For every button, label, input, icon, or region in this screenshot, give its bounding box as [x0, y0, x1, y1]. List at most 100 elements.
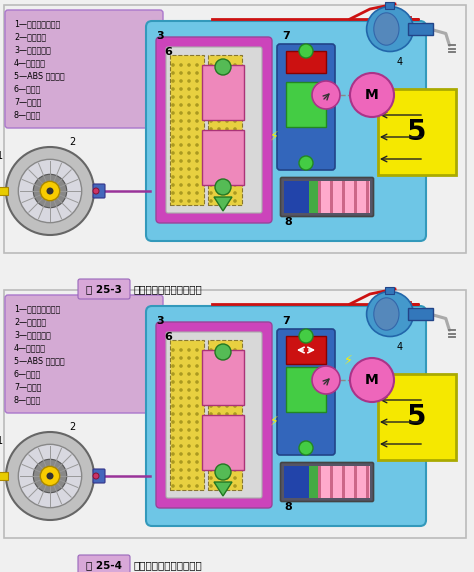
Circle shape	[233, 364, 237, 368]
Circle shape	[195, 484, 199, 488]
Circle shape	[209, 167, 213, 171]
Circle shape	[225, 159, 229, 163]
Circle shape	[179, 63, 183, 67]
Circle shape	[171, 143, 175, 147]
Circle shape	[209, 63, 213, 67]
Circle shape	[233, 452, 237, 456]
Circle shape	[171, 468, 175, 472]
Circle shape	[225, 175, 229, 179]
Circle shape	[299, 44, 313, 58]
Circle shape	[171, 79, 175, 83]
Circle shape	[217, 396, 221, 400]
Circle shape	[187, 199, 191, 203]
Ellipse shape	[374, 13, 399, 45]
Circle shape	[179, 404, 183, 408]
Circle shape	[217, 436, 221, 440]
Circle shape	[179, 111, 183, 115]
Text: 压力下降阶段的工作原理: 压力下降阶段的工作原理	[134, 560, 203, 570]
Circle shape	[209, 452, 213, 456]
Circle shape	[171, 95, 175, 99]
Circle shape	[171, 348, 175, 352]
Circle shape	[179, 167, 183, 171]
Circle shape	[195, 412, 199, 416]
Circle shape	[209, 412, 213, 416]
Circle shape	[209, 420, 213, 424]
Text: M: M	[365, 373, 379, 387]
Circle shape	[225, 79, 229, 83]
Text: 7—回流泵: 7—回流泵	[14, 97, 41, 106]
Circle shape	[195, 428, 199, 432]
Bar	[202, 350, 244, 405]
Circle shape	[171, 428, 175, 432]
Text: ⚡: ⚡	[270, 415, 279, 428]
Circle shape	[195, 175, 199, 179]
Circle shape	[195, 167, 199, 171]
Circle shape	[179, 396, 183, 400]
Text: ⚡: ⚡	[270, 130, 279, 143]
Circle shape	[209, 119, 213, 123]
Text: 8—蓄能器: 8—蓄能器	[14, 395, 41, 404]
Circle shape	[209, 364, 213, 368]
Circle shape	[233, 95, 237, 99]
Circle shape	[179, 199, 183, 203]
Circle shape	[187, 436, 191, 440]
Circle shape	[179, 388, 183, 392]
Circle shape	[46, 472, 54, 479]
Bar	[286, 367, 326, 412]
Circle shape	[225, 364, 229, 368]
Circle shape	[233, 143, 237, 147]
FancyBboxPatch shape	[277, 44, 335, 170]
Circle shape	[209, 460, 213, 464]
Circle shape	[233, 428, 237, 432]
FancyBboxPatch shape	[166, 47, 262, 213]
Circle shape	[195, 452, 199, 456]
Bar	[318, 181, 370, 213]
Circle shape	[187, 476, 191, 480]
Text: 2—制动卡钳: 2—制动卡钳	[14, 317, 46, 327]
Text: 2: 2	[69, 422, 75, 432]
Circle shape	[209, 484, 213, 488]
Circle shape	[171, 175, 175, 179]
Circle shape	[225, 63, 229, 67]
Circle shape	[179, 135, 183, 139]
Circle shape	[6, 147, 94, 235]
Circle shape	[217, 63, 221, 67]
Circle shape	[215, 59, 231, 75]
Circle shape	[217, 404, 221, 408]
Circle shape	[179, 95, 183, 99]
Circle shape	[179, 468, 183, 472]
Circle shape	[171, 127, 175, 131]
Circle shape	[6, 432, 94, 520]
Circle shape	[195, 388, 199, 392]
Circle shape	[171, 452, 175, 456]
Circle shape	[187, 380, 191, 384]
Bar	[385, 2, 394, 9]
Circle shape	[225, 151, 229, 155]
Bar	[330, 466, 333, 498]
Text: 图 25-3: 图 25-3	[86, 284, 122, 294]
Circle shape	[233, 444, 237, 448]
Circle shape	[195, 63, 199, 67]
FancyBboxPatch shape	[146, 21, 426, 241]
Circle shape	[225, 380, 229, 384]
Circle shape	[350, 358, 394, 402]
Circle shape	[171, 420, 175, 424]
Circle shape	[233, 71, 237, 75]
Circle shape	[299, 329, 313, 343]
Circle shape	[217, 199, 221, 203]
Circle shape	[187, 95, 191, 99]
Circle shape	[195, 476, 199, 480]
Circle shape	[217, 444, 221, 448]
Circle shape	[215, 344, 231, 360]
Circle shape	[187, 167, 191, 171]
Circle shape	[233, 79, 237, 83]
Bar	[354, 466, 357, 498]
Circle shape	[209, 380, 213, 384]
Circle shape	[225, 191, 229, 195]
Circle shape	[179, 175, 183, 179]
Circle shape	[225, 167, 229, 171]
Circle shape	[209, 404, 213, 408]
Circle shape	[93, 188, 99, 194]
Circle shape	[195, 143, 199, 147]
Circle shape	[209, 143, 213, 147]
